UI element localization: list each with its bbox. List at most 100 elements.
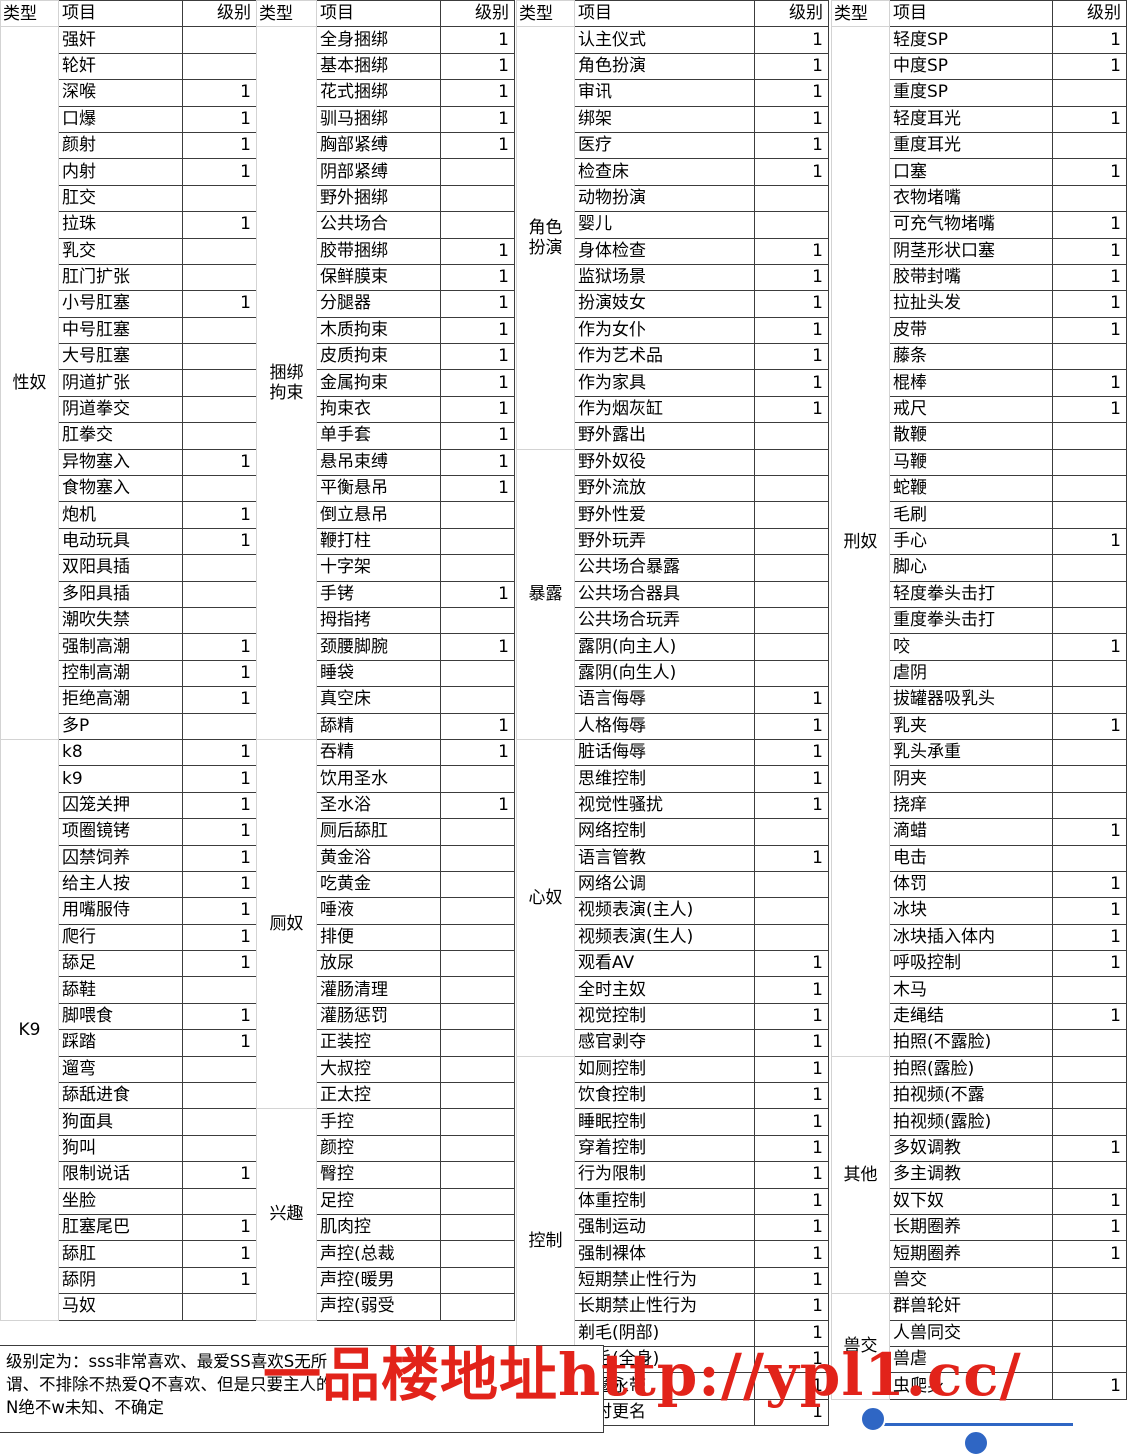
level-cell[interactable]: 1 [1052, 633, 1127, 661]
level-cell[interactable] [1052, 738, 1127, 767]
item-cell[interactable]: 角色扮演 [574, 52, 755, 81]
item-cell[interactable]: 医疗 [574, 131, 755, 160]
item-cell[interactable]: 踩踏 [58, 1029, 183, 1057]
level-cell[interactable] [440, 1082, 515, 1110]
level-cell[interactable] [1052, 422, 1127, 450]
level-cell[interactable] [1052, 659, 1127, 688]
item-cell[interactable]: 狗面具 [58, 1108, 183, 1136]
level-cell[interactable] [1052, 1266, 1127, 1295]
level-cell[interactable] [440, 1002, 515, 1031]
level-cell[interactable]: 1 [754, 1372, 829, 1400]
item-cell[interactable]: 人格侮辱 [574, 712, 755, 740]
item-cell[interactable]: 狗叫 [58, 1134, 183, 1163]
level-cell[interactable]: 1 [182, 686, 257, 714]
level-cell[interactable] [440, 1187, 515, 1215]
level-cell[interactable] [182, 606, 257, 635]
level-cell[interactable] [182, 1108, 257, 1136]
item-cell[interactable]: 驯马捆绑 [316, 105, 441, 133]
level-cell[interactable] [440, 765, 515, 793]
item-cell[interactable]: 阴部紧缚 [316, 158, 441, 186]
level-cell[interactable]: 1 [182, 738, 257, 767]
level-cell[interactable]: 1 [1052, 1002, 1127, 1031]
level-cell[interactable]: 1 [182, 1002, 257, 1031]
item-cell[interactable]: 挠痒 [889, 791, 1053, 820]
level-cell[interactable] [440, 158, 515, 186]
item-cell[interactable]: 散鞭 [889, 422, 1053, 450]
item-cell[interactable]: 野外露出 [574, 422, 755, 450]
level-cell[interactable]: 1 [440, 712, 515, 740]
item-cell[interactable]: 睡眠控制 [574, 1108, 755, 1136]
item-cell[interactable]: 遛弯 [58, 1055, 183, 1084]
item-cell[interactable]: 公共场合玩弄 [574, 606, 755, 635]
item-cell[interactable]: 语言侮辱 [574, 686, 755, 714]
level-cell[interactable] [440, 1108, 515, 1136]
level-cell[interactable]: 1 [754, 79, 829, 107]
level-cell[interactable] [754, 554, 829, 582]
item-cell[interactable]: 轻度拳头击打 [889, 580, 1053, 608]
item-cell[interactable]: 冰块 [889, 897, 1053, 925]
item-cell[interactable]: 厕后舔肛 [316, 818, 441, 846]
item-cell[interactable]: 爬行 [58, 923, 183, 952]
item-cell[interactable]: 长期禁止性行为 [574, 1293, 755, 1321]
level-cell[interactable]: 1 [1052, 870, 1127, 899]
level-cell[interactable]: 1 [440, 105, 515, 133]
level-cell[interactable] [440, 897, 515, 925]
item-cell[interactable]: 臀控 [316, 1161, 441, 1189]
item-cell[interactable]: 肛拳交 [58, 422, 183, 450]
level-cell[interactable]: 1 [1052, 923, 1127, 952]
level-cell[interactable]: 1 [440, 343, 515, 371]
item-cell[interactable]: 如厕控制 [574, 1055, 755, 1084]
item-cell[interactable]: 公共场合器具 [574, 580, 755, 608]
item-cell[interactable]: 感官剥夺 [574, 1029, 755, 1057]
category-cell[interactable]: 暴露 [516, 448, 575, 740]
level-cell[interactable]: 1 [1052, 237, 1127, 265]
level-cell[interactable] [1052, 1029, 1127, 1057]
item-cell[interactable]: 手铐 [316, 580, 441, 608]
level-cell[interactable] [182, 1055, 257, 1084]
item-cell[interactable]: 木质拘束 [316, 316, 441, 345]
item-cell[interactable]: 网络控制 [574, 818, 755, 846]
item-cell[interactable]: 暂时更名 [574, 1398, 755, 1427]
level-cell[interactable]: 1 [1052, 1187, 1127, 1215]
item-cell[interactable]: 全身捆绑 [316, 26, 441, 54]
level-cell[interactable] [754, 448, 829, 477]
item-cell[interactable]: 舔足 [58, 950, 183, 978]
item-cell[interactable]: 野外捆绑 [316, 184, 441, 213]
level-cell[interactable] [1052, 606, 1127, 635]
item-cell[interactable]: 大号肛塞 [58, 343, 183, 371]
level-cell[interactable]: 1 [754, 1082, 829, 1110]
level-cell[interactable]: 1 [754, 131, 829, 160]
item-cell[interactable]: 野外奴役 [574, 448, 755, 477]
level-cell[interactable] [182, 26, 257, 54]
item-cell[interactable]: 足控 [316, 1187, 441, 1215]
level-cell[interactable]: 1 [182, 290, 257, 318]
level-cell[interactable] [1052, 475, 1127, 503]
level-cell[interactable] [754, 527, 829, 556]
level-cell[interactable] [1052, 765, 1127, 793]
level-cell[interactable] [754, 897, 829, 925]
level-cell[interactable] [182, 475, 257, 503]
item-cell[interactable]: 可充气物堵嘴 [889, 211, 1053, 239]
item-cell[interactable]: 颜射 [58, 131, 183, 160]
item-cell[interactable]: 正装控 [316, 1029, 441, 1057]
level-cell[interactable] [440, 501, 515, 529]
level-cell[interactable]: 1 [754, 1398, 829, 1427]
item-cell[interactable]: 强制高潮 [58, 633, 183, 661]
item-cell[interactable]: 脚喂食 [58, 1002, 183, 1031]
category-cell[interactable]: 心奴 [516, 738, 575, 1057]
item-cell[interactable]: 多阳具插 [58, 580, 183, 608]
level-cell[interactable] [440, 527, 515, 556]
level-cell[interactable]: 1 [440, 290, 515, 318]
level-cell[interactable]: 1 [440, 26, 515, 54]
level-cell[interactable] [440, 870, 515, 899]
item-cell[interactable]: 兽虐 [889, 1345, 1053, 1374]
level-cell[interactable]: 1 [754, 738, 829, 767]
level-cell[interactable] [440, 554, 515, 582]
item-cell[interactable]: 作为艺术品 [574, 343, 755, 371]
item-cell[interactable]: 虫爬身 [889, 1372, 1053, 1400]
selection-handle-start[interactable] [860, 1406, 886, 1432]
level-cell[interactable]: 1 [182, 1266, 257, 1295]
item-cell[interactable]: 声控(总裁 [316, 1240, 441, 1268]
level-cell[interactable] [754, 580, 829, 608]
level-cell[interactable]: 1 [754, 765, 829, 793]
